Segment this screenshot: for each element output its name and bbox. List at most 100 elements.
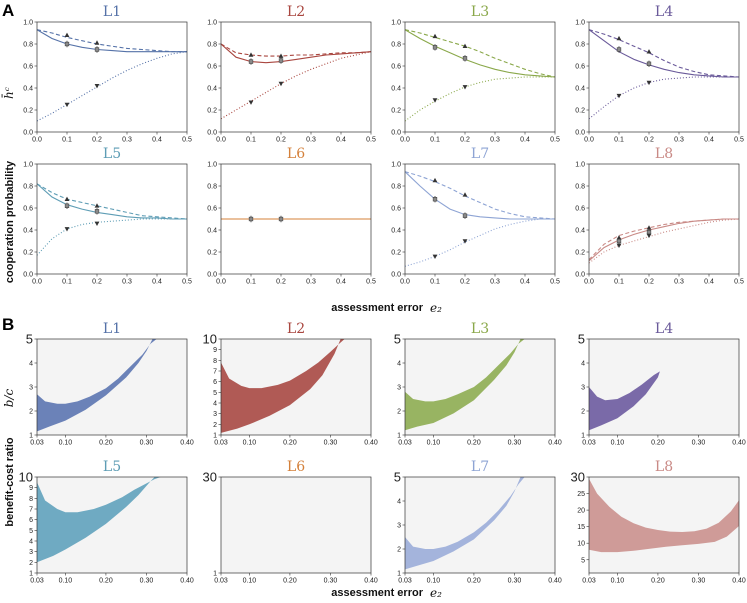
x-tick-label: 0.03: [398, 440, 412, 447]
subplot-title: L6: [287, 459, 305, 475]
subplot-title: L5: [103, 459, 121, 475]
y-tick-label: 0.6: [575, 206, 585, 213]
panel-a-l8: L8 0.0 0.1 0.2 0.3 0.4 0.5 0.0 0.2 0.4 0.6 0.8 1.0: [575, 146, 744, 286]
subplot-title: L1: [103, 321, 121, 337]
subplot-title: L4: [655, 4, 673, 20]
series-line-solid: [405, 171, 555, 220]
x-tick-label: 0.30: [324, 578, 338, 585]
x-tick-label: 0.20: [99, 578, 113, 585]
marker-square: [462, 213, 468, 218]
series-line-solid: [37, 183, 187, 220]
x-tick-label: 0.20: [467, 440, 481, 447]
y-tick-label: 5: [578, 332, 585, 347]
x-tick-label: 0.2: [644, 279, 654, 286]
panel-a-label: A: [2, 1, 14, 20]
x-tick-label: 0.03: [30, 440, 44, 447]
y-tick-label: 1: [397, 433, 401, 440]
y-tick-label: 0.0: [391, 130, 401, 137]
marker-square: [64, 203, 70, 208]
x-tick-label: 0.30: [140, 578, 154, 585]
y-tick-label: 6: [29, 517, 33, 524]
y-tick-label: 0.2: [391, 250, 401, 257]
y-tick-label: 15: [577, 524, 585, 531]
y-tick-label: 0.2: [207, 250, 217, 257]
y-tick-label: 0.4: [23, 86, 33, 93]
x-tick-label: 0.1: [62, 279, 72, 286]
x-tick-label: 0.2: [644, 137, 654, 144]
marker-tri-up: [94, 40, 100, 45]
marker-square: [646, 61, 652, 66]
x-tick-label: 0.40: [180, 578, 194, 585]
y-tick-label: 8: [213, 358, 217, 365]
panel-a-l1: L1 0.0 0.1 0.2 0.3 0.4 0.5 0.0 0.2 0.4 0.6 0.8 1.0: [23, 4, 192, 144]
x-tick-label: 0.03: [214, 440, 228, 447]
y-tick-label: 0.2: [207, 108, 217, 115]
y-tick-label: 3: [29, 549, 33, 556]
marker-tri-down: [462, 239, 468, 244]
x-tick-label: 0.2: [92, 137, 102, 144]
data-layer: [37, 183, 187, 256]
plot-frame: [588, 476, 740, 574]
y-tick-label: 0.8: [207, 42, 217, 49]
y-tick-label: 4: [29, 539, 33, 546]
y-tick-label: 0.8: [23, 184, 33, 191]
y-tick-label: 5: [26, 332, 33, 347]
y-tick-label: 8: [29, 496, 33, 503]
marker-square: [278, 58, 284, 63]
series-line-solid: [221, 43, 371, 64]
x-tick-label: 0.1: [246, 137, 256, 144]
x-tick-label: 0.30: [508, 578, 522, 585]
y-tick-label: 0.4: [575, 86, 585, 93]
x-tick-label: 0.4: [336, 137, 346, 144]
subplot-grid: L10.0 0.1 0.2 0.3 0.4 0.50.00.20.40.60.81.0L2…: [19, 4, 746, 585]
x-tick-label: 0.1: [430, 137, 440, 144]
y-tick-label: 1.0: [23, 20, 33, 27]
series-line-dashed: [589, 29, 739, 78]
x-tick-label: 0.2: [276, 137, 286, 144]
plot-frame: [220, 21, 372, 133]
panel-a-ylabel: cooperation probability: [4, 160, 16, 283]
marker-square: [432, 45, 438, 50]
x-tick-label: 0.10: [611, 578, 625, 585]
y-tick-label: 0.6: [391, 64, 401, 71]
series-line-dashed: [37, 183, 187, 220]
x-tick-label: 0.4: [152, 137, 162, 144]
y-tick-label: 30: [203, 470, 217, 485]
marker-square: [646, 230, 652, 235]
subplot-title: L7: [471, 146, 489, 162]
x-tick-label: 0.4: [520, 137, 530, 144]
y-tick-label: 0.0: [575, 130, 585, 137]
series-line-dotted: [405, 218, 555, 267]
series-line-dotted: [37, 218, 187, 256]
y-tick-label: 0.4: [391, 86, 401, 93]
panel-a-xlabel: assessment error: [331, 302, 423, 314]
y-tick-label: 30: [571, 470, 585, 485]
data-layer: [589, 218, 739, 264]
x-tick-label: 0.4: [704, 137, 714, 144]
x-tick-label: 0.0: [216, 137, 226, 144]
cooperation-region: [221, 339, 345, 433]
cooperation-region: [37, 477, 161, 563]
series-line-dotted: [589, 218, 739, 264]
marker-tri-down: [646, 80, 652, 86]
series-line-dashed: [37, 29, 187, 53]
y-tick-label: 1.0: [575, 20, 585, 27]
y-tick-label: 1.0: [391, 20, 401, 27]
series-line-dashed: [221, 43, 371, 57]
y-tick-label: 1.0: [23, 162, 33, 169]
x-tick-label: 0.20: [467, 578, 481, 585]
plot-background: [221, 477, 371, 573]
y-tick-label: 0.8: [391, 42, 401, 49]
marker-tri-down: [432, 98, 438, 103]
y-tick-label: 0.2: [575, 108, 585, 115]
x-tick-label: 0.4: [152, 279, 162, 286]
marker-tri-up: [432, 33, 438, 39]
x-tick-label: 0.40: [180, 440, 194, 447]
marker-square: [94, 47, 100, 52]
marker-tri-up: [94, 203, 100, 208]
data-layer: [589, 371, 660, 431]
series-line-dotted: [589, 76, 739, 120]
plot-frame: [220, 338, 372, 436]
marker-tri-down: [94, 221, 100, 226]
y-tick-label: 0.6: [575, 64, 585, 71]
